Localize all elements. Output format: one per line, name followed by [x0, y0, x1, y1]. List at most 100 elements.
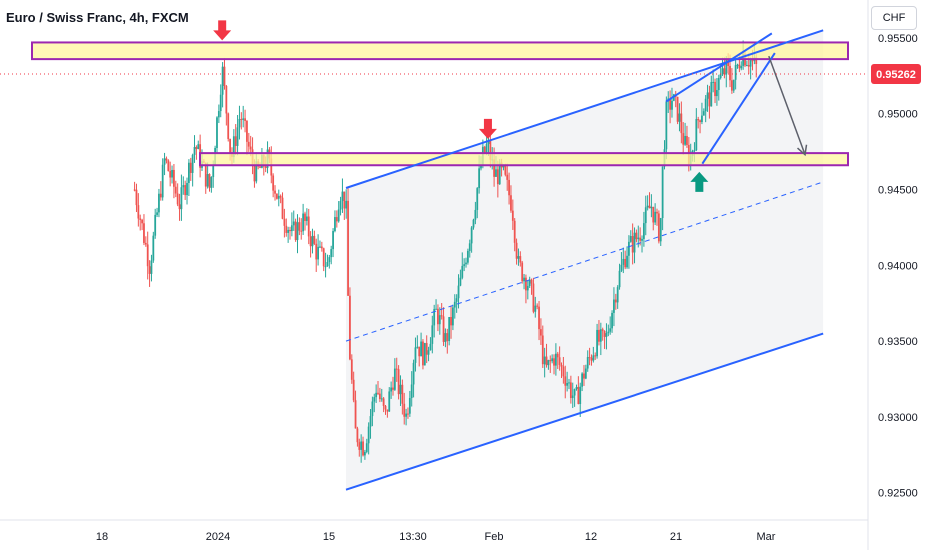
candle-body: [478, 168, 481, 189]
candle-body: [236, 127, 239, 146]
candle-body: [489, 139, 492, 160]
candle-body: [169, 170, 172, 178]
y-tick-label: 0.94500: [878, 185, 918, 197]
candle-body: [631, 236, 634, 253]
candle-body: [646, 205, 649, 208]
candle-body: [586, 357, 589, 369]
candle-body: [216, 117, 218, 148]
x-tick-label: 2024: [206, 531, 230, 543]
x-tick-label: 21: [670, 531, 682, 543]
candle-body: [740, 65, 743, 69]
candle-body: [719, 74, 722, 79]
candle-body: [365, 443, 368, 452]
candle-body: [629, 236, 632, 242]
candle-body: [397, 369, 400, 395]
candle-body: [176, 193, 179, 205]
candle-body: [408, 398, 411, 414]
candle-body: [747, 64, 750, 67]
candle-body: [669, 98, 672, 110]
candle-body: [290, 225, 293, 232]
candle-body: [302, 213, 305, 232]
candle-body: [457, 285, 460, 299]
candle-body: [137, 205, 140, 219]
candle-body: [579, 386, 582, 405]
candle-body: [171, 169, 173, 178]
zone-resistance: [31, 41, 849, 61]
candle-body: [377, 392, 379, 394]
candle-body: [141, 219, 143, 224]
candle-body: [223, 66, 226, 87]
candle-body: [556, 353, 559, 358]
candle-body: [725, 58, 728, 75]
candle-body: [444, 333, 447, 342]
candle-body: [375, 392, 378, 398]
wedge-upper-line: [665, 32, 773, 103]
candle-body: [255, 161, 258, 182]
candle-body: [541, 335, 544, 365]
candle-body: [330, 249, 333, 258]
candle-body: [392, 387, 394, 390]
candle-body: [416, 346, 419, 348]
candle-body: [734, 65, 737, 80]
candle-body: [326, 262, 329, 267]
channel-upper-line: [345, 29, 824, 189]
candle-body: [581, 373, 584, 387]
candle-body: [274, 190, 276, 194]
candle-body: [594, 355, 597, 357]
candle-body: [347, 200, 349, 296]
y-tick-label: 0.93000: [878, 412, 918, 424]
candle-body: [309, 236, 312, 247]
candle-body: [729, 65, 731, 81]
candle-body: [515, 242, 518, 259]
candle-body: [388, 391, 391, 412]
candle-body: [635, 232, 638, 240]
candle-body: [364, 451, 366, 456]
projection-arrow: [768, 55, 806, 155]
candle-body: [227, 113, 230, 139]
candle-body: [204, 162, 207, 187]
candle-body: [173, 169, 175, 187]
candle-body: [152, 235, 155, 261]
candle-body: [431, 325, 434, 344]
candle-body: [311, 235, 314, 247]
candle-body: [339, 201, 342, 210]
candle-body: [437, 308, 439, 325]
candle-body: [684, 135, 686, 145]
candle-body: [405, 413, 407, 417]
candle-body: [749, 60, 752, 67]
candle-body: [315, 243, 318, 260]
candle-body: [144, 242, 147, 245]
candle-body: [596, 329, 598, 357]
candle-body: [706, 92, 709, 99]
candle-body: [307, 216, 310, 237]
candle-body: [161, 164, 164, 198]
candle-body: [564, 376, 567, 386]
candle-body: [167, 160, 170, 171]
candle-body: [300, 230, 303, 232]
candle-body: [628, 241, 630, 256]
candle-body: [279, 195, 282, 198]
candle-body: [156, 212, 158, 215]
candle-body: [644, 207, 647, 224]
candle-body: [433, 308, 436, 326]
candle-body: [560, 364, 563, 367]
candle-body: [410, 384, 413, 399]
candle-body: [609, 328, 612, 332]
candle-body: [446, 333, 449, 342]
candle-body: [693, 150, 696, 152]
candle-body: [519, 256, 522, 263]
candle-body: [180, 187, 183, 210]
candle-body: [637, 237, 640, 240]
candle-body: [253, 164, 256, 182]
x-tick-label: Feb: [485, 531, 504, 543]
candle-body: [246, 120, 248, 142]
currency-button[interactable]: CHF: [871, 6, 917, 30]
candle-body: [423, 343, 426, 366]
candle-body: [712, 81, 715, 83]
arrow-up-icon: [690, 171, 709, 192]
candle-body: [287, 229, 290, 233]
candle-body: [165, 158, 168, 161]
candle-body: [277, 195, 280, 199]
